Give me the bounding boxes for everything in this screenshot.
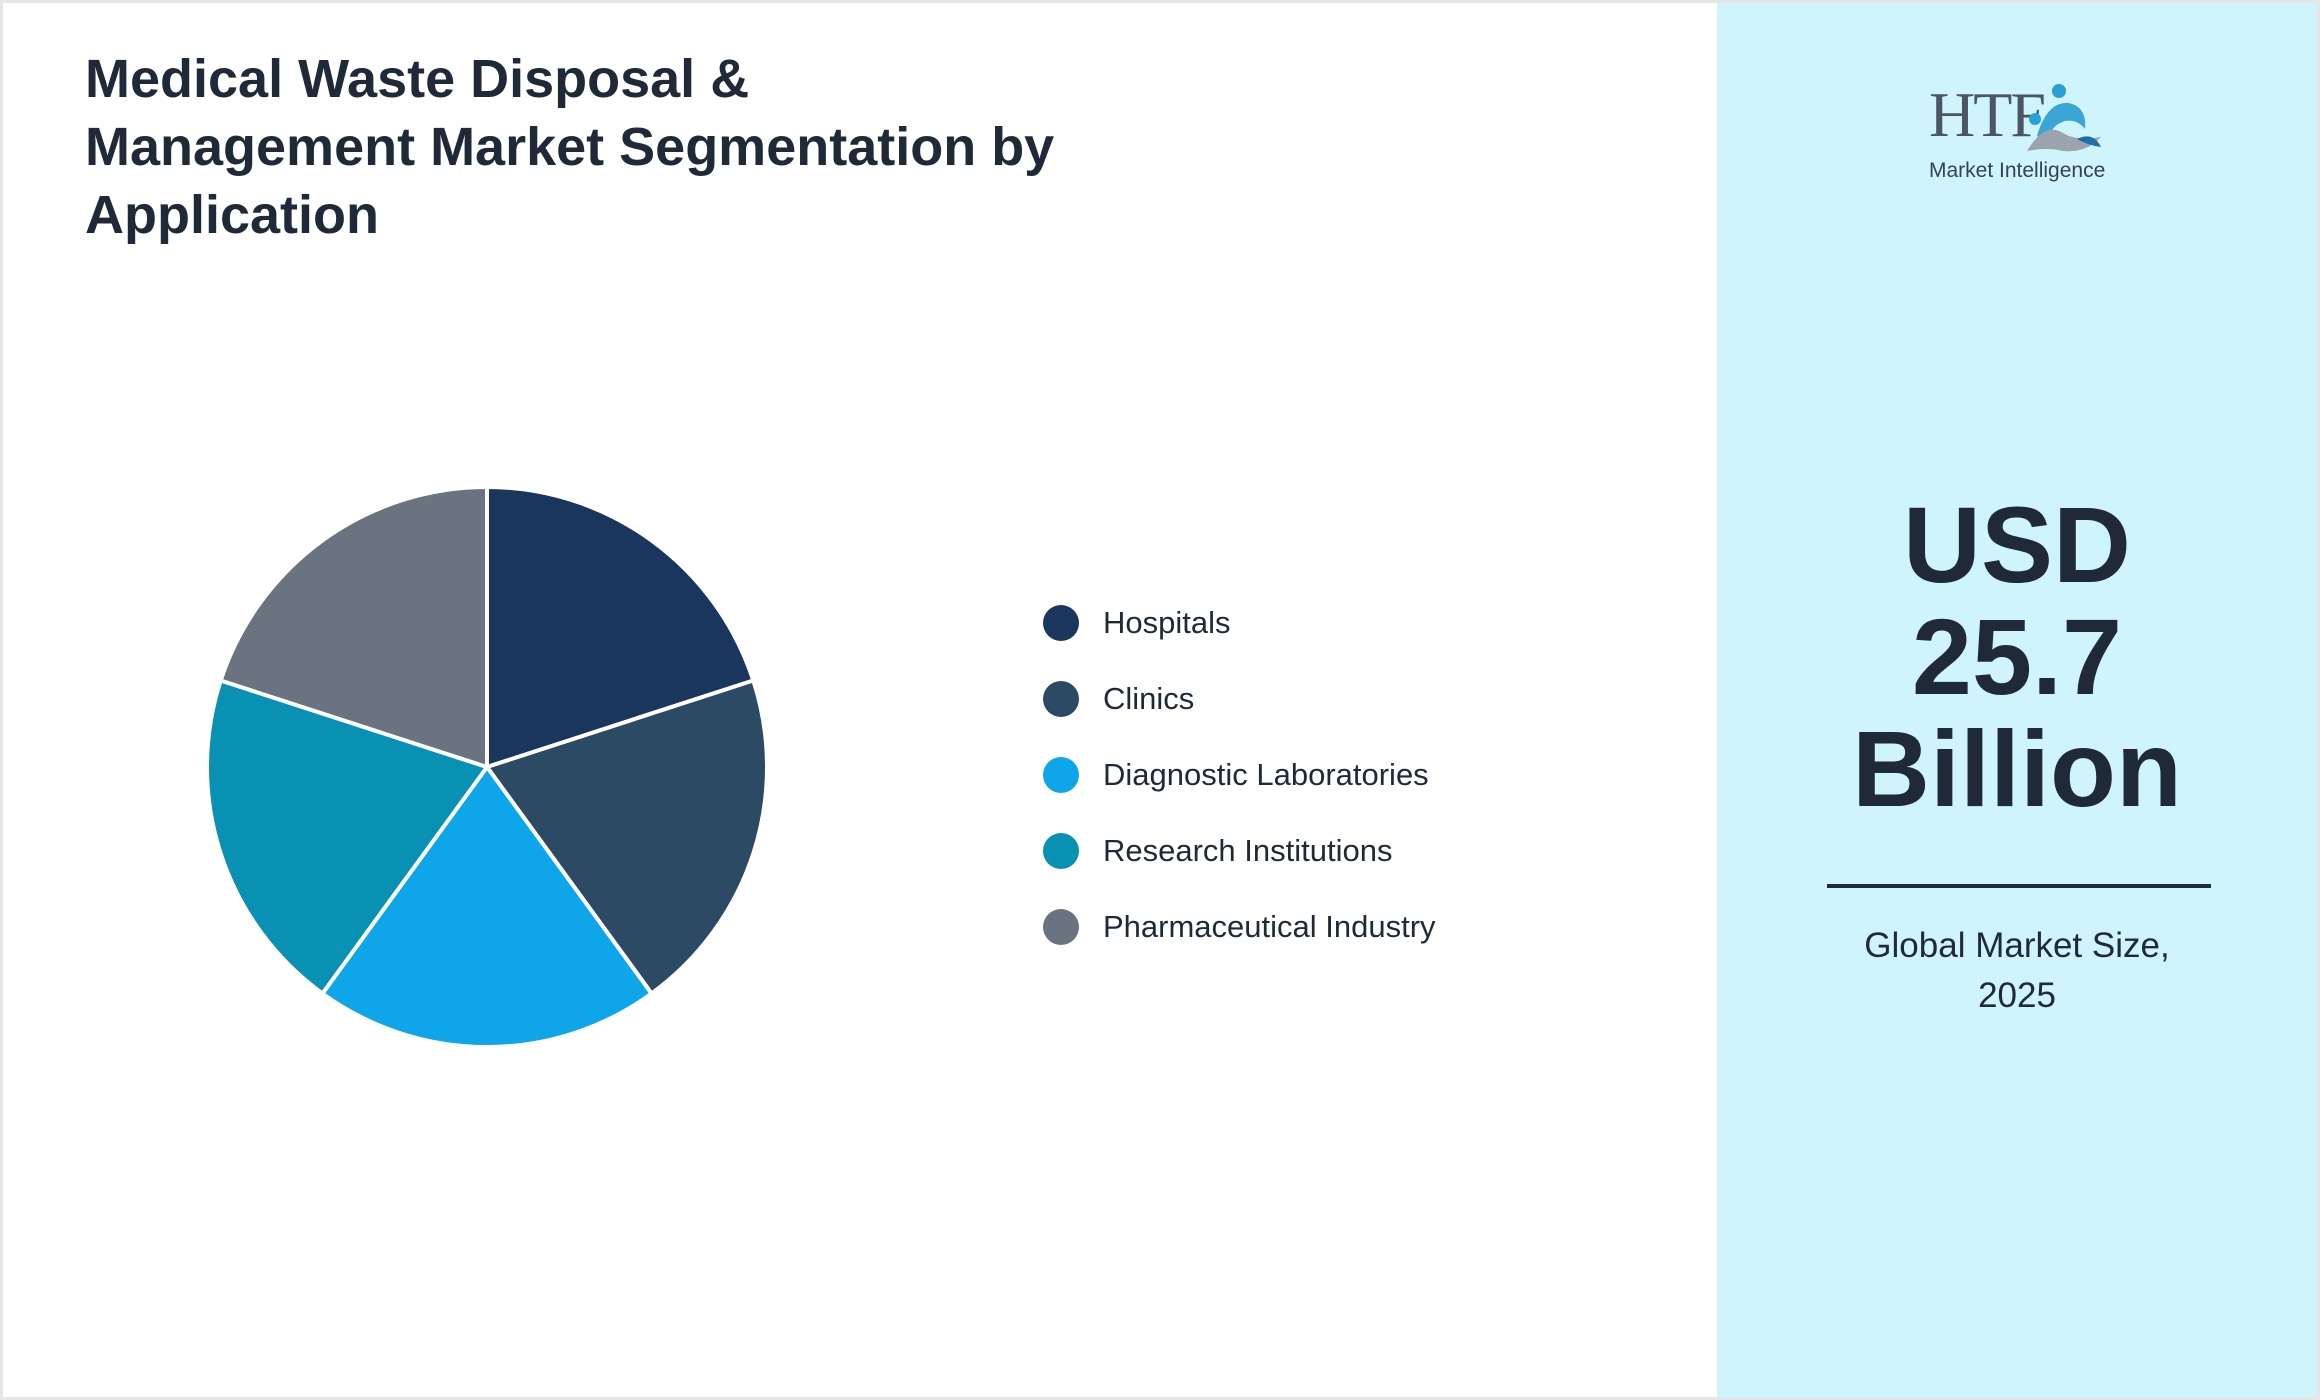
pie-slice-diagnostic-laboratories [320, 765, 654, 1049]
company-logo: HTF Market Intelligence [1917, 73, 2117, 193]
legend-swatch [1043, 757, 1079, 793]
value-unit: Billion [1852, 708, 2182, 829]
caption-line-1: Global Market Size, [1864, 926, 2170, 965]
legend-item: Pharmaceutical Industry [1043, 889, 1436, 965]
pie-chart [205, 485, 769, 1049]
logo-wordmark: HTF [1929, 79, 2046, 150]
legend-label: Research Institutions [1103, 833, 1393, 868]
legend-label: Pharmaceutical Industry [1103, 909, 1436, 944]
legend-label: Diagnostic Laboratories [1103, 757, 1429, 792]
legend-item: Diagnostic Laboratories [1043, 737, 1436, 813]
pie-slice-research-institutions [205, 678, 489, 996]
legend-item: Clinics [1043, 661, 1436, 737]
legend-item: Research Institutions [1043, 813, 1436, 889]
legend-swatch [1043, 681, 1079, 717]
market-size-panel: HTF Market Intelligence USD 25.7 Billion… [1717, 3, 2317, 1397]
caption-line-2: 2025 [1978, 976, 2056, 1015]
value-currency: USD [1902, 484, 2132, 605]
chart-legend: Hospitals Clinics Diagnostic Laboratories R… [1043, 585, 1436, 965]
market-size-value: USD 25.7 Billion [1717, 489, 2317, 825]
pie-slice-pharmaceutical-industry [218, 485, 489, 769]
logo-subtitle: Market Intelligence [1929, 159, 2106, 182]
legend-swatch [1043, 909, 1079, 945]
pie-slice-clinics [485, 678, 769, 996]
legend-label: Hospitals [1103, 605, 1231, 640]
value-number: 25.7 [1911, 596, 2123, 717]
market-size-caption: Global Market Size, 2025 [1717, 921, 2317, 1021]
legend-swatch [1043, 605, 1079, 641]
logo-figures-icon [2027, 84, 2101, 152]
chart-title: Medical Waste Disposal & Management Mark… [85, 49, 1055, 245]
pie-slice-hospitals [485, 485, 756, 769]
divider-line [1827, 884, 2211, 888]
infographic-card: Medical Waste Disposal & Management Mark… [3, 3, 2317, 1397]
legend-item: Hospitals [1043, 585, 1436, 661]
legend-label: Clinics [1103, 681, 1195, 716]
legend-swatch [1043, 833, 1079, 869]
chart-area: Medical Waste Disposal & Management Mark… [3, 3, 1717, 1397]
